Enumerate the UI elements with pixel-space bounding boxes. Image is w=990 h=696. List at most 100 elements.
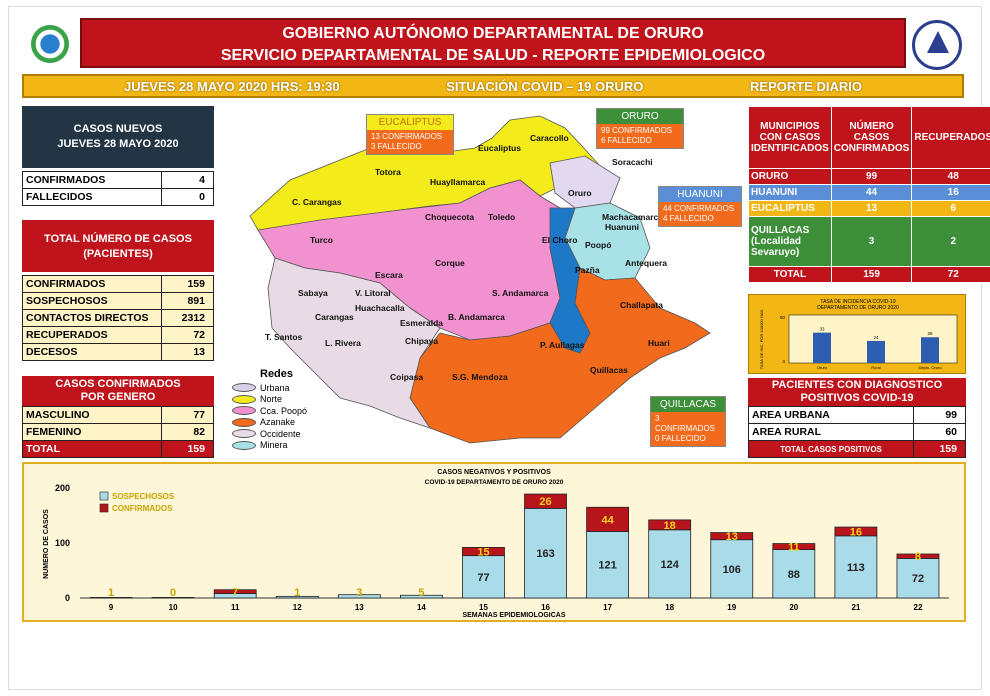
x-tick-label: 21 [851, 603, 860, 612]
bar-confirmados [896, 553, 940, 559]
x-tick-label: 10 [169, 603, 178, 612]
x-tick-label: 9 [109, 603, 114, 612]
table-row: CONFIRMADOS 4 [22, 171, 214, 189]
bar-sospechosos [710, 539, 754, 599]
legend-title: Redes [260, 368, 294, 380]
inset-bar [867, 340, 885, 363]
table-row: DECESOS 13 [22, 343, 214, 361]
map-place-label: Machacamarca [602, 212, 663, 222]
map-place-label: Huayllamarca [430, 177, 486, 187]
bar-confirmados [710, 532, 754, 541]
bar-sospechosos [89, 597, 133, 599]
map-place-label: Quillacas [590, 365, 628, 375]
row-value: 2312 [161, 309, 214, 327]
map-place-label: Poopó [585, 240, 611, 250]
header-line-1: GOBIERNO AUTÓNOMO DEPARTAMENTAL DE ORURO [282, 25, 704, 42]
row-label: RECUPERADOS [22, 326, 162, 344]
bar-confirmados [772, 543, 816, 551]
row-label: CONFIRMADOS [22, 171, 162, 189]
row-label: AREA RURAL [748, 423, 914, 441]
bar-sospechosos-label: 163 [536, 548, 554, 560]
legend-item: Norte [232, 394, 307, 406]
x-tick-label: 19 [727, 603, 736, 612]
total-label: TOTAL [22, 440, 162, 458]
inset-bar-label: 28 [927, 331, 933, 336]
bar-sospechosos [399, 594, 443, 599]
table-row: FALLECIDOS 0 [22, 188, 214, 206]
callout-line: 3 FALLECIDO [371, 142, 422, 151]
map-place-label: S. Andamarca [492, 288, 549, 298]
legend-label: CONFIRMADOS [112, 504, 173, 513]
legend-item: Occidente [232, 428, 307, 440]
callout-line: 6 FALLECIDO [601, 136, 652, 145]
map-place-label: V. Litoral [355, 288, 391, 298]
row-label: CONTACTOS DIRECTOS [22, 309, 162, 327]
bar-confirmados [834, 526, 878, 537]
report-header: GOBIERNO AUTÓNOMO DEPARTAMENTAL DE ORURO… [80, 18, 906, 68]
row-label: SOSPECHOSOS [22, 292, 162, 310]
table-row: CONTACTOS DIRECTOS 2312 [22, 309, 214, 327]
bar-confirmados-label: 26 [539, 496, 551, 508]
row-value: 82 [161, 423, 214, 441]
callout-eucaliptus: EUCALIPTUS 13 CONFIRMADOS 3 FALLECIDO [366, 114, 454, 155]
row-label: HUANUNI [748, 184, 832, 201]
callout-line: 4 FALLECIDO [663, 214, 714, 223]
map-place-label: Huanuni [605, 222, 639, 232]
bar-confirmados-label: 44 [601, 514, 614, 526]
table-row: SOSPECHOSOS 891 [22, 292, 214, 310]
table-row: RECUPERADOS 72 [22, 326, 214, 344]
x-tick-label: 22 [914, 603, 923, 612]
map-region-urbana [549, 155, 621, 209]
callout-line: 0 FALLECIDO [655, 434, 706, 443]
callout-title: ORURO [597, 109, 683, 124]
bar-confirmados [462, 547, 505, 557]
oruro-map: Caracollo Eucaliptus Soracachi Totora Huayll… [249, 115, 711, 444]
inset-bar [921, 337, 939, 363]
row-value: 60 [913, 423, 966, 441]
diagnosis-table: AREA URBANA 99 AREA RURAL 60 TOTAL CASOS P… [748, 406, 966, 458]
legend-label: Minera [260, 440, 288, 451]
bar-sospechosos [586, 531, 630, 599]
total-cases-panel: TOTAL NÚMERO DE CASOS (PACIENTES) CONFIR… [22, 220, 214, 361]
callout-huanuni: HUANUNI 44 CONFIRMADOS 4 FALLECIDO [658, 186, 742, 227]
x-tick-label: 20 [789, 603, 798, 612]
callout-title: QUILLACAS [651, 397, 725, 412]
sedes-logo-icon [28, 22, 72, 66]
x-tick-label: 18 [665, 603, 674, 612]
table-row: AREA RURAL 60 [748, 423, 966, 441]
row-value: 99 [913, 406, 966, 424]
map-place-label: Turco [310, 235, 333, 245]
weekly-cases-chart-panel: CASOS NEGATIVOS Y POSITIVOS COVID-19 DEPA… [22, 462, 966, 622]
chart-title: CASOS NEGATIVOS Y POSITIVOS [437, 469, 551, 476]
inset-category-label: Rural [871, 365, 881, 370]
incidence-chart-panel: TASA DE INCIDENCIA COVID-19 DEPARTAMENTO … [748, 294, 966, 374]
bar-sospechosos-label: 0 [170, 587, 176, 599]
report-subbar: JUEVES 28 MAYO 2020 HRS: 19:30 SITUACIÓN… [22, 74, 964, 98]
callout-oruro: ORURO 99 CONFIRMADOS 6 FALLECIDO [596, 108, 684, 149]
table-row: ORURO 99 48 [748, 168, 990, 185]
row-value: 72 [161, 326, 214, 344]
table-row: TOTAL 159 [22, 440, 214, 458]
bar-sospechosos-label: 88 [788, 569, 800, 581]
callout-title: EUCALIPTUS [367, 115, 453, 130]
y-tick-label: 100 [55, 538, 70, 548]
column-header: NÚMERO CASOS CONFIRMADOS [830, 106, 913, 169]
municipalities-table: MUNICIPIOS CON CASOS IDENTIFICADOS NÚMER… [748, 106, 990, 283]
map-place-label: S.G. Mendoza [452, 372, 508, 382]
map-place-label: Pazña [575, 265, 600, 275]
bar-sospechosos [462, 555, 505, 599]
map-place-label: Soracachi [612, 157, 653, 167]
row-value: 77 [161, 406, 214, 424]
row-value: 2 [911, 216, 990, 267]
x-tick-label: 14 [417, 603, 426, 612]
map-place-label: Escara [375, 270, 403, 280]
bar-confirmados [524, 493, 567, 509]
legend-swatch [99, 503, 109, 513]
row-value: 159 [161, 275, 214, 293]
table-total-row: TOTAL CASOS POSITIVOS 159 [748, 440, 966, 458]
row-label: FEMENINO [22, 423, 162, 441]
legend-label: SOSPECHOSOS [112, 492, 175, 501]
inset-ytick: 50 [780, 315, 786, 320]
bar-sospechosos [524, 507, 567, 599]
legend-swatch [232, 417, 256, 427]
